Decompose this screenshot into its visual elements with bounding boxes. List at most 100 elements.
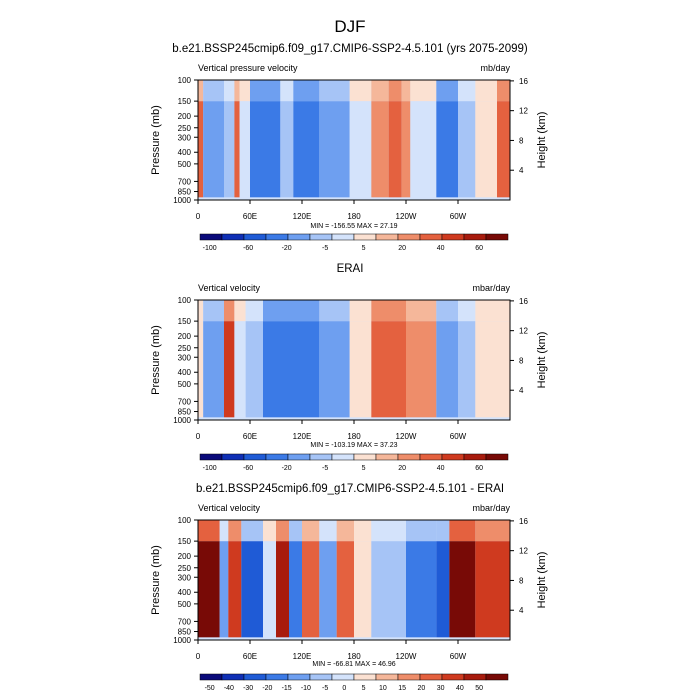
colorbar-box (309, 233, 333, 241)
x-tick-label: 0 (196, 212, 201, 221)
x-tick-label: 60E (243, 432, 257, 441)
y-tick-label: 400 (178, 148, 192, 157)
field-cell (410, 101, 437, 198)
colorbar-box (331, 673, 355, 681)
field-cell (449, 541, 476, 638)
x-tick-label: 60W (450, 212, 467, 221)
x-tick-label: 120E (293, 652, 312, 661)
colorbar-box (485, 233, 509, 241)
field-cell (410, 80, 437, 102)
field-cell (234, 80, 240, 102)
colorbar-box (221, 673, 245, 681)
colorbar-label: 10 (379, 685, 387, 692)
field-cell (406, 541, 437, 638)
y-right-tick-label: 12 (519, 547, 528, 556)
field-cell (263, 520, 276, 542)
field-cell (234, 300, 246, 322)
field-cell (228, 541, 242, 638)
colorbar-box (419, 673, 443, 681)
x-tick-label: 180 (347, 212, 361, 221)
colorbar-label: 5 (362, 685, 366, 692)
colorbar-box (265, 673, 289, 681)
colorbar-box (243, 453, 267, 461)
y-right-axis-label: Height (km) (536, 332, 548, 389)
colorbar-label: 20 (398, 245, 406, 252)
y-right-tick-label: 16 (519, 517, 528, 526)
x-tick-label: 60E (243, 212, 257, 221)
field-cell (436, 541, 450, 638)
colorbar-label: 50 (475, 685, 483, 692)
y-tick-label: 700 (178, 177, 192, 186)
field-cell (219, 541, 229, 638)
field-cell (250, 80, 281, 102)
y-right-tick-label: 4 (519, 386, 524, 395)
y-tick-label: 700 (178, 617, 192, 626)
colorbar-label: -5 (322, 465, 328, 472)
field-cell (250, 101, 281, 198)
field-cell (436, 321, 458, 418)
y-tick-label: 400 (178, 588, 192, 597)
field-cell (276, 520, 289, 542)
y-tick-label: 250 (178, 344, 192, 353)
field-cell (371, 101, 389, 198)
field-cell (436, 300, 458, 322)
field-cell (293, 101, 320, 198)
field-cell (497, 80, 510, 102)
colorbar-box (199, 233, 223, 241)
colorbar-box (331, 233, 355, 241)
y-tick-label: 200 (178, 552, 192, 561)
y-tick-label: 250 (178, 564, 192, 573)
field-cell (354, 541, 372, 638)
field-cell (239, 101, 250, 198)
field-cell (280, 101, 294, 198)
x-tick-label: 180 (347, 432, 361, 441)
field-cell (234, 321, 246, 418)
field-cell (224, 321, 235, 418)
x-tick-label: 0 (196, 652, 201, 661)
field-cell (263, 541, 276, 638)
field-cell (280, 80, 294, 102)
panels-container: b.e21.BSSP245cmip6.f09_g17.CMIP6-SSP2-4.… (150, 43, 548, 692)
field-cell (319, 300, 350, 322)
field-cell (203, 300, 224, 322)
y-tick-label: 150 (178, 317, 192, 326)
y-tick-label: 200 (178, 112, 192, 121)
colorbar-box (463, 673, 487, 681)
field-cell (241, 541, 263, 638)
panel-left-label: Vertical velocity (198, 283, 261, 293)
panel-left-label: Vertical pressure velocity (198, 63, 298, 73)
field-cell (458, 101, 476, 198)
y-right-tick-label: 16 (519, 77, 528, 86)
x-tick-label: 120W (396, 432, 417, 441)
colorbar-box (331, 453, 355, 461)
main-title: DJF (334, 17, 365, 36)
x-tick-label: 60W (450, 652, 467, 661)
panel-right-label: mbar/day (472, 503, 510, 513)
field-cell (219, 520, 229, 542)
colorbar-box (463, 233, 487, 241)
panel-right-label: mb/day (480, 63, 510, 73)
field-cell (371, 321, 406, 418)
y-right-tick-label: 12 (519, 327, 528, 336)
field-cell (239, 80, 250, 102)
field-cell (436, 101, 458, 198)
colorbar-label: -5 (322, 245, 328, 252)
min-max-stats: MIN = -66.81 MAX = 46.96 (312, 661, 395, 668)
y-right-tick-label: 8 (519, 356, 524, 365)
field-cell (319, 101, 350, 198)
field-cell (224, 300, 235, 322)
field-cell (349, 80, 372, 102)
field-cell (475, 541, 510, 638)
x-tick-label: 120E (293, 212, 312, 221)
y-axis-label: Pressure (mb) (150, 325, 162, 395)
colorbar-box (221, 453, 245, 461)
field-cell (302, 520, 320, 542)
field-cell (371, 541, 406, 638)
field-cell (388, 80, 402, 102)
y-right-tick-label: 12 (519, 107, 528, 116)
y-tick-label: 200 (178, 332, 192, 341)
colorbar-box (287, 233, 311, 241)
field-cell (401, 101, 411, 198)
colorbar-label: 5 (362, 465, 366, 472)
colorbar-box (485, 673, 509, 681)
